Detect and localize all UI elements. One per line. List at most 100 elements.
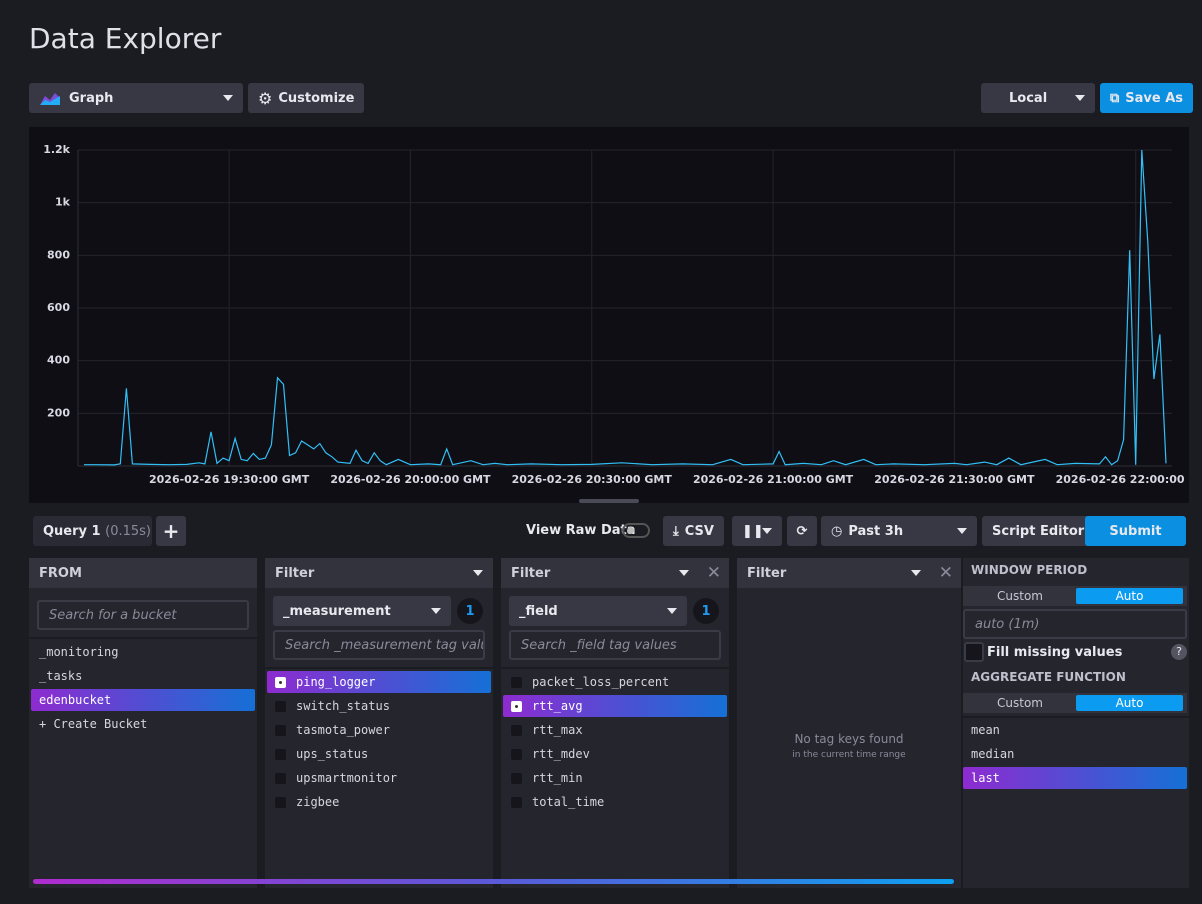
tag-value[interactable]: packet_loss_percent <box>503 671 727 693</box>
timezone-dropdown[interactable]: Local <box>981 83 1095 113</box>
checkbox <box>511 700 522 712</box>
function-auto[interactable]: Auto <box>1076 695 1183 711</box>
refresh-button[interactable]: ⟳ <box>787 516 817 546</box>
tag-value-label: upsmartmonitor <box>296 771 398 785</box>
scrollbar <box>33 879 954 884</box>
time-range-label: Past 3h <box>848 523 904 539</box>
save-as-button[interactable]: ⧉ Save As <box>1100 83 1194 113</box>
timezone-label: Local <box>1009 90 1048 106</box>
bucket-name: _monitoring <box>39 645 119 659</box>
y-tick-label: 200 <box>47 406 70 419</box>
submit-button[interactable]: Submit <box>1085 516 1186 546</box>
csv-label: CSV <box>684 523 714 539</box>
window-period-title: WINDOW PERIOD <box>971 563 1088 577</box>
tag-value-label: ups_status <box>296 747 369 761</box>
filter-header[interactable]: Filter <box>265 558 493 588</box>
bucket-name: _tasks <box>39 669 83 683</box>
function-item[interactable]: mean <box>963 719 1187 741</box>
window-input[interactable]: auto (1m) <box>963 609 1187 639</box>
tag-value[interactable]: ping_logger <box>267 671 491 693</box>
tag-value[interactable]: zigbee <box>267 791 491 813</box>
y-tick-label: 400 <box>47 354 70 367</box>
tag-value[interactable]: rtt_avg <box>503 695 727 717</box>
filter-panel: Filter _measurement 1 Search _measurement t… <box>265 558 493 888</box>
tag-value[interactable]: rtt_mdev <box>503 743 727 765</box>
checkbox <box>275 772 286 784</box>
key-label: _field <box>519 603 558 619</box>
tag-value[interactable]: rtt_min <box>503 767 727 789</box>
bucket-search[interactable]: Search for a bucket <box>37 600 249 630</box>
tag-value[interactable]: total_time <box>503 791 727 813</box>
graph-type-dropdown[interactable]: Graph <box>29 83 243 113</box>
filter-title: Filter <box>747 565 787 581</box>
query-tab-name: Query 1 <box>43 523 101 539</box>
tag-value[interactable]: rtt_max <box>503 719 727 741</box>
tag-value-label: rtt_max <box>532 723 583 737</box>
query-tab[interactable]: Query 1 (0.15s) <box>33 516 152 546</box>
bucket-name: edenbucket <box>39 693 112 707</box>
window-auto[interactable]: Auto <box>1076 588 1183 604</box>
clock-icon: ◷ <box>831 523 843 539</box>
raw-toggle[interactable] <box>622 523 650 538</box>
customize-label: Customize <box>278 90 355 106</box>
tag-value-label: rtt_avg <box>532 699 583 713</box>
caret <box>679 570 689 576</box>
checkbox <box>511 796 522 808</box>
empty-sub: in the current time range <box>792 750 906 760</box>
csv-button[interactable]: ⤓ CSV <box>663 516 724 546</box>
fill-checkbox[interactable] <box>964 642 984 662</box>
script-editor-button[interactable]: Script Editor <box>982 516 1095 546</box>
checkbox <box>511 748 522 760</box>
tag-search[interactable]: Search _measurement tag values <box>273 630 485 660</box>
function-name: mean <box>971 723 1000 737</box>
help-icon[interactable]: ? <box>1171 644 1187 660</box>
create-bucket[interactable]: + Create Bucket <box>31 713 255 735</box>
pause-button[interactable]: ❚❚ <box>732 516 782 546</box>
key-dropdown[interactable]: _field <box>509 596 687 626</box>
y-tick-label: 800 <box>47 248 70 261</box>
from-panel: FROM Search for a bucket _monitoring _tas… <box>29 558 257 888</box>
customize-button[interactable]: ⚙ Customize <box>248 83 365 113</box>
filter-header[interactable]: Filter <box>501 558 729 588</box>
close-button[interactable]: ✕ <box>938 563 953 583</box>
time-range-dropdown[interactable]: ◷ Past 3h <box>821 516 977 546</box>
filter-title: Filter <box>275 565 315 581</box>
count-badge: 1 <box>693 598 719 624</box>
filter-header[interactable]: Filter <box>737 558 961 588</box>
tag-value-label: rtt_min <box>532 771 583 785</box>
key-label: _measurement <box>283 603 391 619</box>
query-tab-time: (0.15s) <box>105 523 151 539</box>
checkbox <box>511 772 522 784</box>
count-badge: 1 <box>457 598 483 624</box>
bucket-item[interactable]: _tasks <box>31 665 255 687</box>
function-custom[interactable]: Custom <box>997 696 1043 710</box>
checkbox <box>275 700 286 712</box>
tag-search[interactable]: Search _field tag values <box>509 630 721 660</box>
resize-handle <box>579 499 639 503</box>
function-item[interactable]: median <box>963 743 1187 765</box>
key-dropdown[interactable]: _measurement <box>273 596 451 626</box>
bucket-item[interactable]: edenbucket <box>31 689 255 711</box>
filter-panel: Filter ✕ _field 1 Search _field tag values pa… <box>501 558 729 888</box>
tag-value[interactable]: upsmartmonitor <box>267 767 491 789</box>
bucket-item[interactable]: _monitoring <box>31 641 255 663</box>
empty-message: No tag keys found <box>794 732 904 746</box>
tag-value-label: rtt_mdev <box>532 747 590 761</box>
y-tick-label: 1.2k <box>43 143 70 156</box>
tag-value-label: ping_logger <box>296 675 376 689</box>
tag-value[interactable]: switch_status <box>267 695 491 717</box>
x-tick-label: 2026-02-26 20:00:00 GMT <box>330 473 491 486</box>
function-name: median <box>971 747 1015 761</box>
add-query-button[interactable]: + <box>156 516 186 546</box>
tag-value[interactable]: ups_status <box>267 743 491 765</box>
panel-divider <box>265 667 493 669</box>
tag-value[interactable]: tasmota_power <box>267 719 491 741</box>
function-name: last <box>971 771 1000 785</box>
checkbox <box>511 724 522 736</box>
function-item[interactable]: last <box>963 767 1187 789</box>
tag-value-label: total_time <box>532 795 605 809</box>
close-button[interactable]: ✕ <box>706 563 721 583</box>
window-custom[interactable]: Custom <box>997 589 1043 603</box>
submit-label: Submit <box>1109 523 1162 539</box>
